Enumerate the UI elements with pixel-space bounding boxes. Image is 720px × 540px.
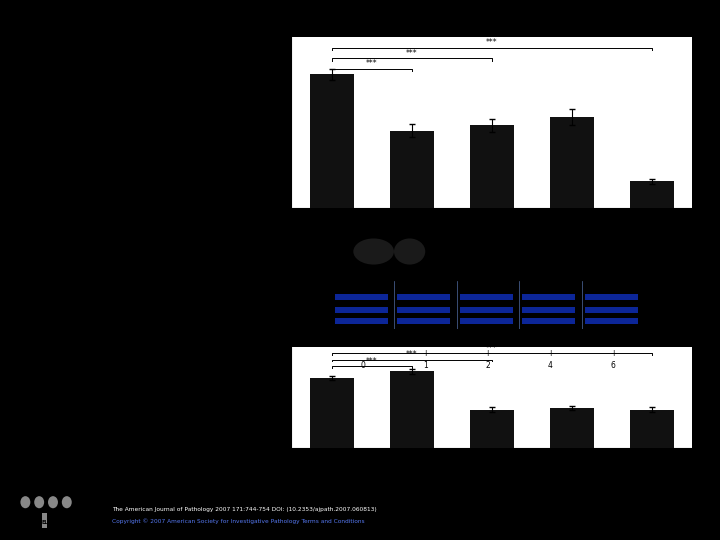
Bar xyxy=(522,318,575,324)
Bar xyxy=(522,294,575,300)
Text: +: + xyxy=(569,220,575,229)
Text: -: - xyxy=(361,349,364,357)
Y-axis label: Fold change
(TXNIP/β-actin mRNA): Fold change (TXNIP/β-actin mRNA) xyxy=(262,88,273,157)
Text: Coomassie: Coomassie xyxy=(233,300,274,309)
Text: Copyright © 2007 American Society for Investigative Pathology Terms and Conditio: Copyright © 2007 American Society for In… xyxy=(112,518,364,524)
Text: C: C xyxy=(218,347,227,357)
Bar xyxy=(335,318,387,324)
Text: TGF-$\beta$1 (10ng/ml): TGF-$\beta$1 (10ng/ml) xyxy=(218,460,275,468)
Text: +: + xyxy=(610,349,616,357)
Text: Days: Days xyxy=(218,234,234,239)
Text: +: + xyxy=(422,349,428,357)
Text: +: + xyxy=(649,460,655,468)
Text: 2: 2 xyxy=(485,361,490,369)
Ellipse shape xyxy=(48,496,58,508)
Text: TGF-$\beta$1 (10ng/ml): TGF-$\beta$1 (10ng/ml) xyxy=(228,349,284,357)
Bar xyxy=(469,125,514,208)
Bar xyxy=(397,294,450,300)
Bar xyxy=(335,294,387,300)
Text: +: + xyxy=(408,220,415,229)
Bar xyxy=(585,307,638,313)
Ellipse shape xyxy=(35,496,44,508)
Text: ELSEVIER: ELSEVIER xyxy=(41,520,68,525)
Bar xyxy=(585,294,638,300)
Ellipse shape xyxy=(354,239,394,265)
Bar xyxy=(522,307,575,313)
Y-axis label: Fold change
(TXNIP/Coomassie protein): Fold change (TXNIP/Coomassie protein) xyxy=(262,355,273,440)
Bar xyxy=(310,379,354,448)
Text: Days: Days xyxy=(218,474,234,479)
Bar xyxy=(630,409,674,448)
Bar xyxy=(390,372,433,448)
Text: +: + xyxy=(485,349,491,357)
Text: -: - xyxy=(410,460,413,468)
Text: ***: *** xyxy=(486,38,498,47)
Text: ***: *** xyxy=(366,356,377,366)
Text: A: A xyxy=(218,37,227,47)
Text: 1: 1 xyxy=(423,361,428,369)
Bar xyxy=(459,307,513,313)
Text: 4: 4 xyxy=(548,361,553,369)
Text: ***: *** xyxy=(406,350,418,359)
Bar xyxy=(550,408,594,448)
Text: ***: *** xyxy=(486,344,498,353)
Bar xyxy=(630,181,674,208)
Bar xyxy=(459,318,513,324)
Text: B: B xyxy=(218,219,227,230)
Bar xyxy=(550,117,594,208)
Text: TGF-$\beta$1 (10ng/ml): TGF-$\beta$1 (10ng/ml) xyxy=(218,220,275,229)
Text: ***: *** xyxy=(406,49,418,58)
Bar xyxy=(397,307,450,313)
Bar xyxy=(390,131,433,208)
Text: Figure 4: Figure 4 xyxy=(335,15,385,28)
Bar xyxy=(335,307,387,313)
Ellipse shape xyxy=(394,239,426,265)
Text: -: - xyxy=(490,460,493,468)
Text: -: - xyxy=(330,220,333,229)
Text: Days: Days xyxy=(228,363,244,368)
Bar xyxy=(459,294,513,300)
Text: TXNIP: TXNIP xyxy=(233,247,256,256)
Bar xyxy=(397,318,450,324)
Text: -: - xyxy=(330,460,333,468)
Text: 0: 0 xyxy=(360,361,365,369)
Ellipse shape xyxy=(62,496,72,508)
Text: ***: *** xyxy=(366,59,377,69)
Text: +: + xyxy=(547,349,554,357)
Bar xyxy=(585,318,638,324)
Bar xyxy=(310,75,354,208)
Bar xyxy=(42,513,47,528)
Bar xyxy=(469,409,514,448)
Text: 6: 6 xyxy=(611,361,616,369)
Ellipse shape xyxy=(20,496,30,508)
Text: -: - xyxy=(571,460,573,468)
Text: +: + xyxy=(489,220,495,229)
Text: +: + xyxy=(649,220,655,229)
Text: The American Journal of Pathology 2007 171:744-754 DOI: (10.2353/ajpath.2007.060: The American Journal of Pathology 2007 1… xyxy=(112,507,377,512)
